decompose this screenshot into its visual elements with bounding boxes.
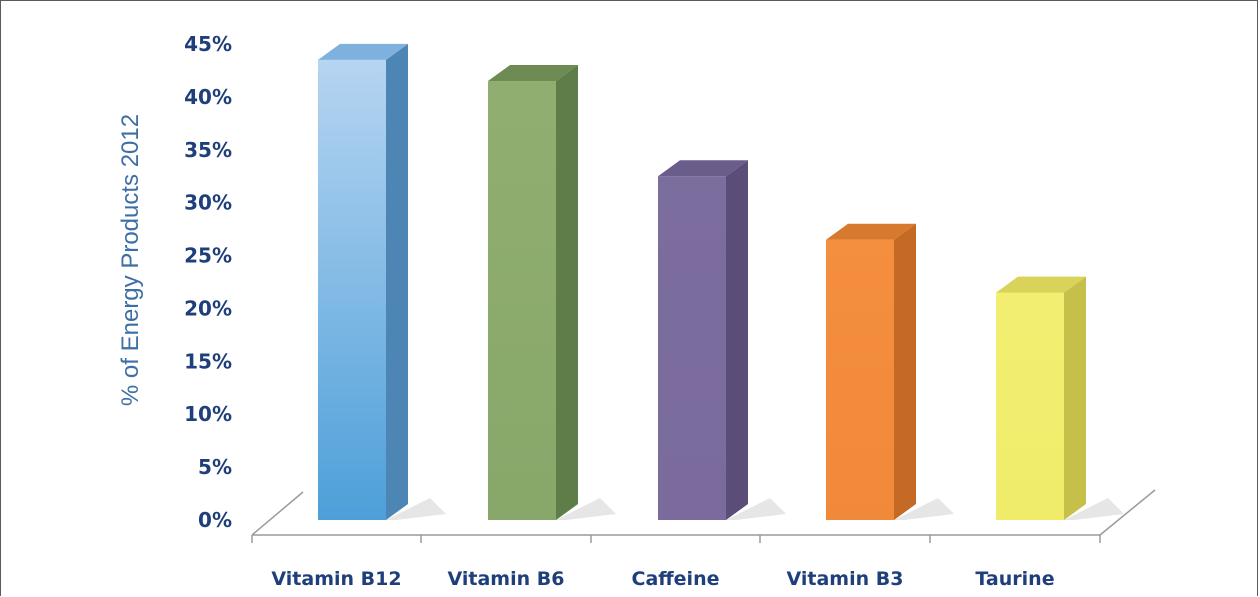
x-tick-label: Vitamin B6 [448, 568, 565, 590]
bar-front [318, 59, 386, 520]
bar-side [726, 160, 748, 520]
y-tick-label: 35% [184, 138, 232, 162]
y-tick-label: 5% [198, 455, 232, 479]
chart-floor [251, 489, 1156, 536]
y-tick-label: 20% [184, 296, 232, 320]
bar [996, 276, 1124, 520]
bar-shadow [386, 498, 446, 520]
bar-top [996, 276, 1086, 293]
x-axis-ticks [251, 535, 1101, 543]
y-tick-label: 30% [184, 191, 232, 215]
bar [658, 160, 786, 520]
bar-front [658, 176, 726, 520]
x-tick-label: Caffeine [632, 568, 720, 590]
bar-top [658, 160, 748, 177]
bar-shadow [556, 498, 616, 520]
y-tick-label: 10% [184, 402, 232, 426]
bar-side [556, 65, 578, 521]
y-tick-label: 15% [184, 349, 232, 373]
bar [488, 65, 616, 521]
y-tick-label: 40% [184, 85, 232, 109]
x-axis-tick-labels: Vitamin B12 Vitamin B6 Caffeine Vitamin B3 T… [271, 568, 1054, 590]
bar [318, 43, 446, 520]
bar-front [996, 292, 1064, 520]
y-axis-title: % of Energy Products 2012 [117, 114, 144, 406]
y-axis-tick-labels: 0% 5% 10% 15% 20% 25% 30% 35% 40% 45% [184, 32, 232, 532]
y-tick-label: 45% [184, 32, 232, 56]
x-tick-label: Vitamin B3 [787, 568, 904, 590]
floor-left-edge [251, 491, 304, 536]
bar-side [386, 43, 408, 520]
bar-front [488, 81, 556, 521]
bar-shadow [726, 498, 786, 520]
y-tick-label: 25% [184, 244, 232, 268]
bar-top [488, 65, 578, 82]
bar-top [826, 223, 916, 240]
floor-right-edge [1099, 489, 1156, 536]
bar-shadow [1064, 498, 1124, 520]
bar-top [318, 43, 408, 60]
bar-side [1064, 276, 1086, 520]
bar-shadow [894, 498, 954, 520]
x-tick-label: Vitamin B12 [271, 568, 401, 590]
bars [318, 43, 1124, 521]
bar [826, 223, 954, 520]
bar-side [894, 223, 916, 520]
x-tick-label: Taurine [975, 568, 1054, 590]
y-tick-label: 0% [198, 508, 232, 532]
bar-front [826, 239, 894, 520]
